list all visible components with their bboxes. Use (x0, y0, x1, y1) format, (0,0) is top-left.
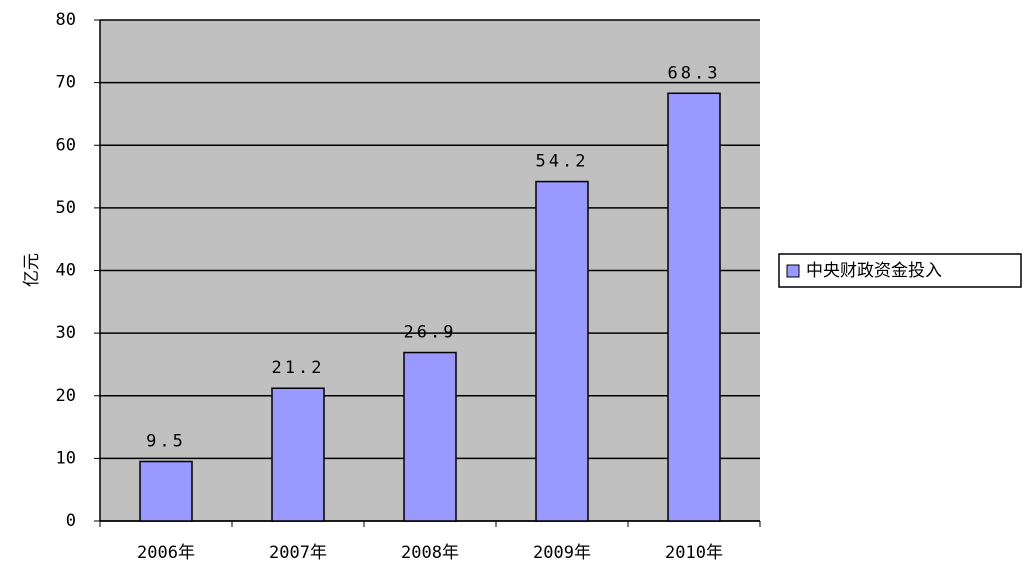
bar (271, 387, 325, 522)
y-tick-label: 30 (56, 323, 76, 343)
value-label: 21.2 (272, 358, 325, 378)
y-tick-label: 50 (56, 198, 76, 218)
y-tick-label: 20 (56, 386, 76, 406)
y-tick-label: 10 (56, 448, 76, 468)
bar (139, 460, 193, 522)
bar (535, 180, 589, 522)
bar (403, 351, 457, 522)
x-tick-label: 2008年 (401, 543, 459, 563)
bar (667, 92, 721, 522)
value-label: 26.9 (404, 323, 457, 343)
y-tick-label: 70 (56, 73, 76, 93)
x-tick-label: 2007年 (269, 543, 327, 563)
y-tick-label: 60 (56, 135, 76, 155)
y-tick-label: 40 (56, 261, 76, 281)
legend-box (778, 253, 1022, 288)
y-tick-label: 80 (56, 10, 76, 30)
x-tick-label: 2009年 (533, 543, 591, 563)
value-label: 54.2 (536, 152, 589, 172)
value-label: 68.3 (668, 63, 721, 83)
x-tick-label: 2006年 (137, 543, 195, 563)
y-axis-label: 亿元 (22, 253, 42, 287)
legend-label: 中央财政资金投入 (806, 261, 942, 281)
legend-swatch (786, 264, 800, 278)
y-tick-label: 0 (66, 511, 76, 531)
value-label: 9.5 (146, 432, 186, 452)
x-tick-label: 2010年 (665, 543, 723, 563)
